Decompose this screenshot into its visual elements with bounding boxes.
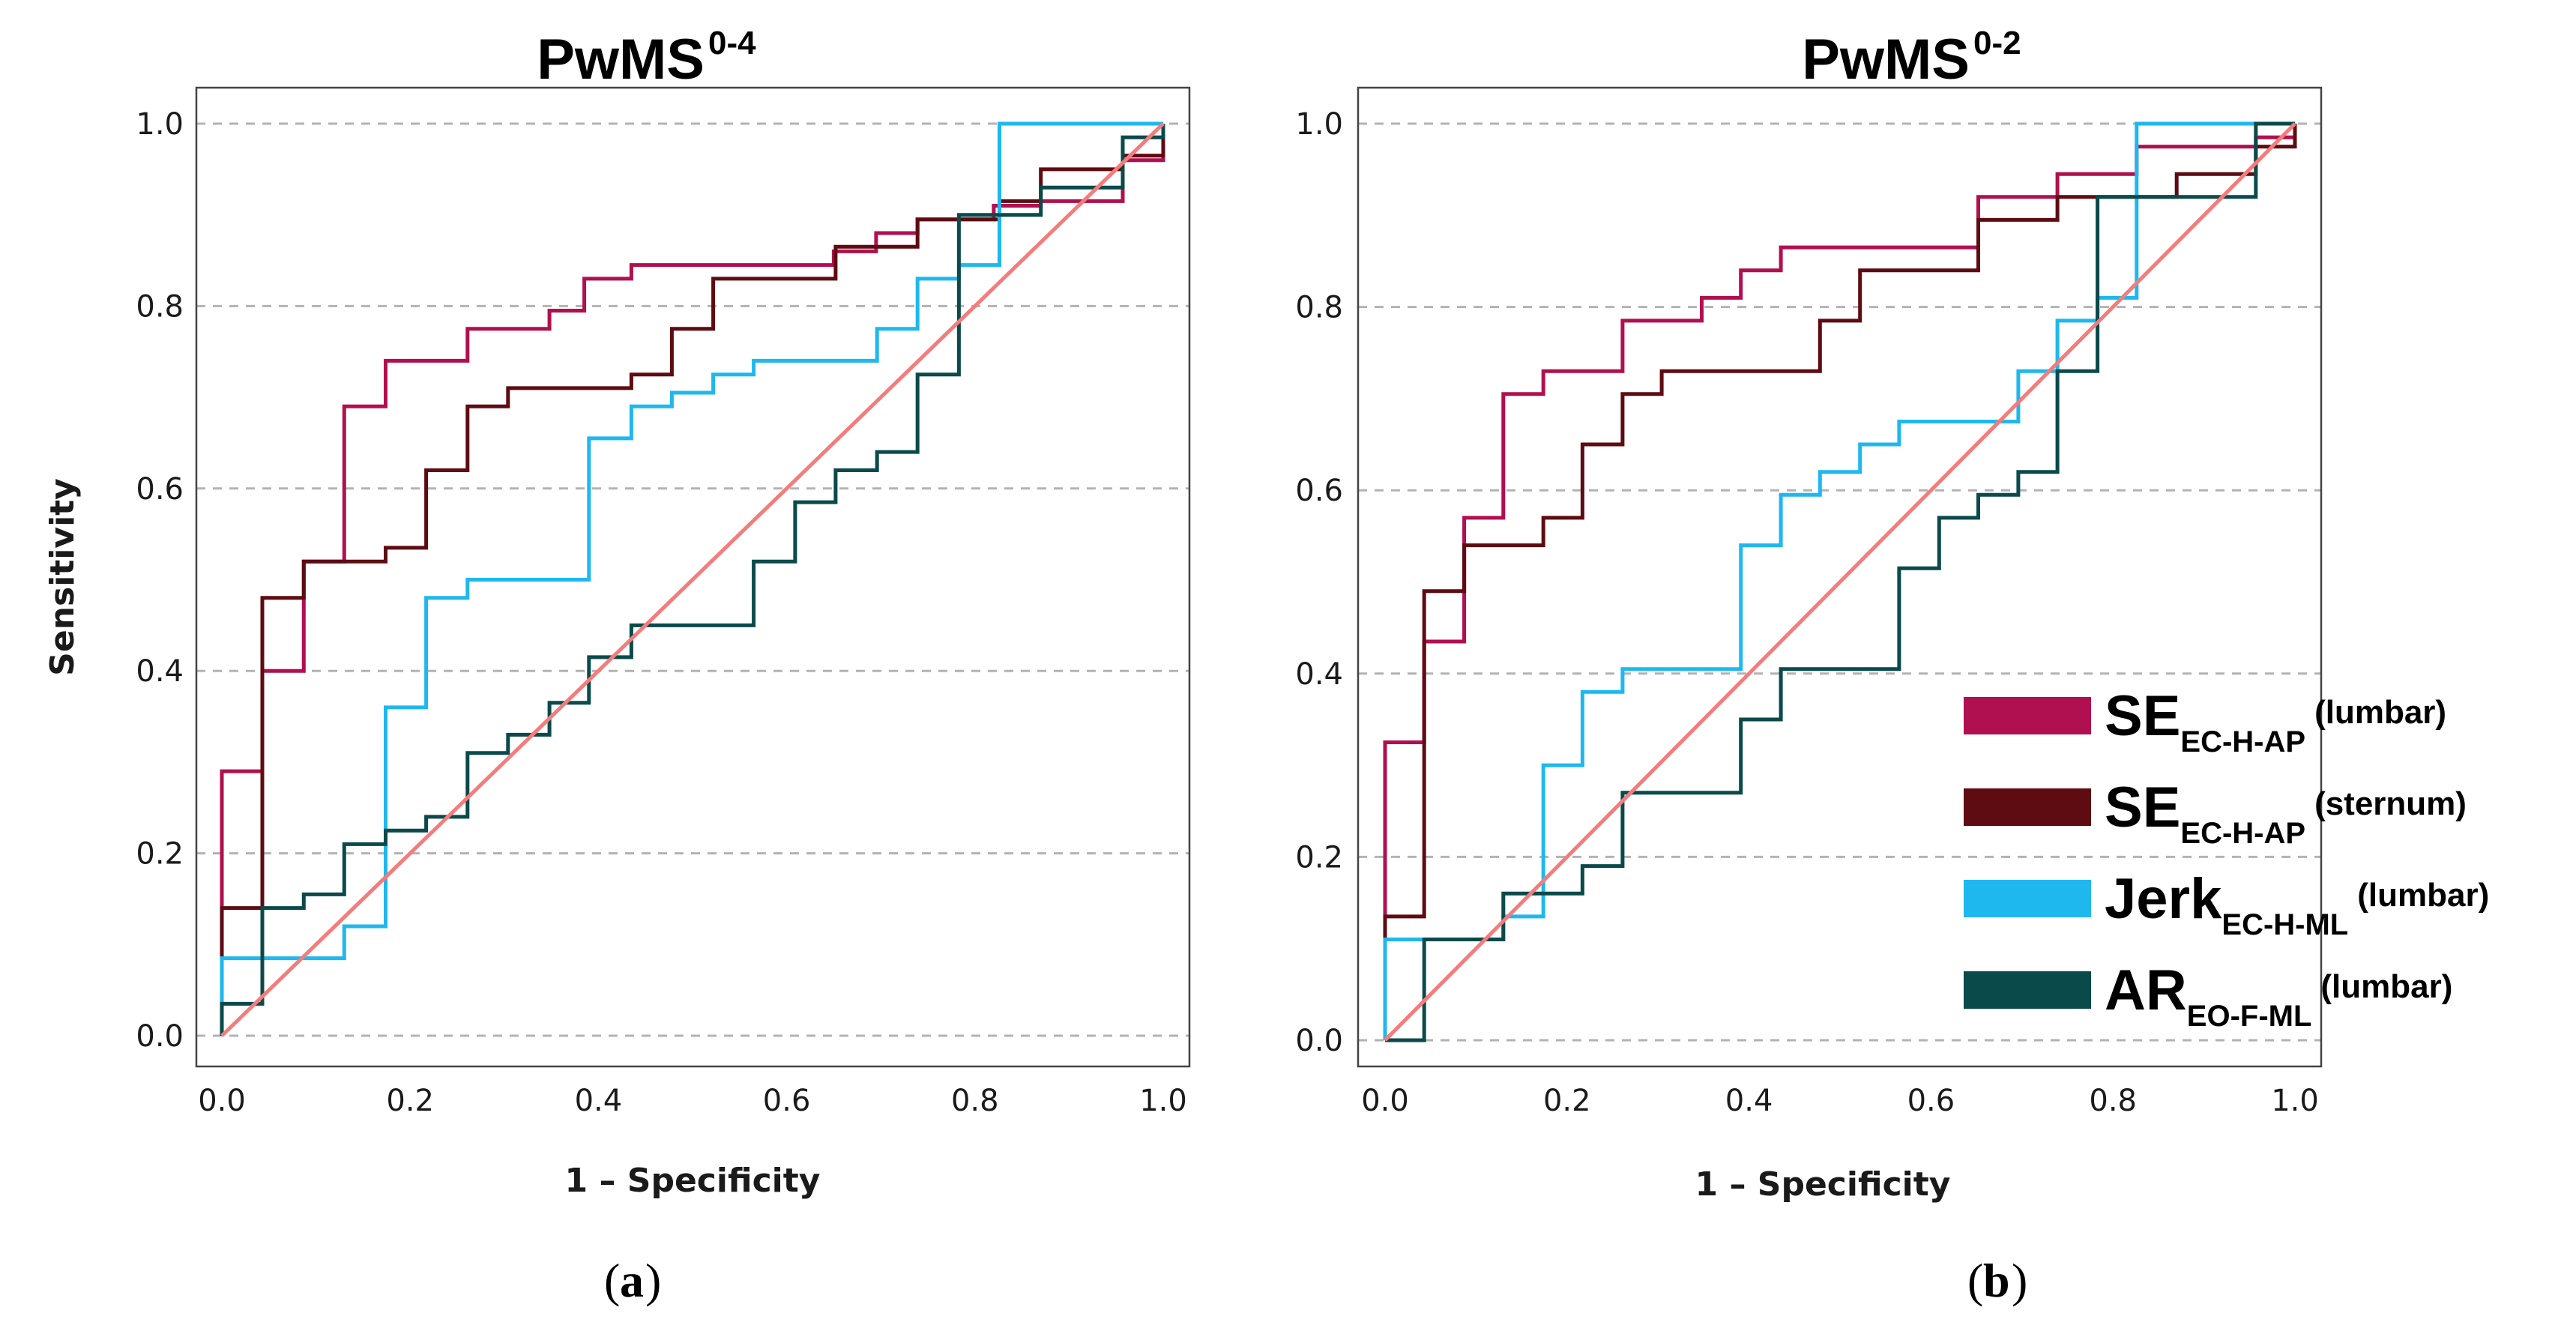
y-tick-label: 1.0 — [136, 107, 184, 142]
x-tick-label: 0.0 — [1361, 1084, 1409, 1118]
panel-a-title: PwMS — [537, 28, 705, 91]
svg-text:a: a — [620, 1254, 644, 1307]
roc-curve-jerk-ec-h-ml-lumbar- — [1383, 121, 2295, 1040]
x-tick-label: 0.8 — [951, 1084, 999, 1118]
y-tick-label: 0.0 — [136, 1019, 184, 1054]
panel-a-y-ticks: 0.0 0.2 0.4 0.6 0.8 1.0 — [136, 107, 184, 1054]
legend-label: AREO-F-ML(lumbar) — [2105, 959, 2452, 1033]
y-tick-label: 0.8 — [1295, 291, 1343, 325]
reference-diagonal-line — [220, 122, 1165, 1037]
panel-b: PwMS 0-2 0.0 0.2 0.4 0.6 0.8 1.0 0.0 0.2 0.4 0.6… — [1295, 25, 2489, 1307]
legend-label: SEEC-H-AP(lumbar) — [2105, 684, 2446, 758]
panel-a-y-axis-label: Sensitivity — [43, 478, 82, 676]
legend: SEEC-H-AP(lumbar) SEEC-H-AP(sternum) JerkE… — [1964, 684, 2489, 1033]
x-tick-label: 0.2 — [1543, 1084, 1591, 1118]
x-tick-label: 0.6 — [763, 1084, 811, 1118]
y-tick-label: 1.0 — [1295, 107, 1343, 142]
x-tick-label: 1.0 — [2271, 1084, 2319, 1118]
panel-a-label: ( a ) — [604, 1254, 661, 1307]
x-tick-label: 0.8 — [2089, 1084, 2137, 1118]
y-tick-label: 0.6 — [1295, 474, 1343, 508]
y-tick-label: 0.2 — [1295, 840, 1343, 875]
legend-item: SEEC-H-AP(sternum) — [1964, 776, 2467, 850]
reference-diagonal-line — [1384, 122, 2296, 1042]
legend-swatch — [1964, 788, 2091, 826]
panel-b-title-superscript: 0-2 — [1973, 25, 2021, 61]
panel-a-gridlines — [196, 122, 1189, 1037]
x-tick-label: 0.2 — [386, 1084, 434, 1118]
x-tick-label: 0.0 — [198, 1084, 246, 1118]
svg-text:b: b — [1983, 1254, 2010, 1307]
panel-a-title-superscript: 0-4 — [708, 25, 756, 61]
panel-b-x-ticks: 0.0 0.2 0.4 0.6 0.8 1.0 — [1361, 1084, 2319, 1118]
panel-a-x-ticks: 0.0 0.2 0.4 0.6 0.8 1.0 — [198, 1084, 1187, 1118]
legend-item: AREO-F-ML(lumbar) — [1964, 959, 2452, 1033]
panel-b-curves — [1383, 121, 2297, 1042]
svg-text:(: ( — [604, 1254, 620, 1307]
y-tick-label: 0.2 — [136, 837, 184, 872]
panel-b-label: ( b ) — [1967, 1254, 2027, 1307]
panel-a-x-axis-label: 1 – Specificity — [565, 1162, 821, 1200]
legend-label: JerkEC-H-ML(lumbar) — [2105, 867, 2489, 941]
svg-text:): ) — [2012, 1254, 2027, 1307]
y-tick-label: 0.4 — [1295, 657, 1343, 692]
panel-b-y-ticks: 0.0 0.2 0.4 0.6 0.8 1.0 — [1295, 107, 1343, 1058]
legend-item: SEEC-H-AP(lumbar) — [1964, 684, 2446, 758]
panel-b-plot-frame — [1357, 86, 2323, 1068]
x-tick-label: 0.6 — [1907, 1084, 1955, 1118]
roc-curve-se-ec-h-ap-sternum- — [220, 124, 1165, 1036]
legend-swatch — [1964, 880, 2091, 917]
legend-item: JerkEC-H-ML(lumbar) — [1964, 867, 2489, 941]
panel-b-x-axis-label: 1 – Specificity — [1695, 1165, 1951, 1204]
panel-a: PwMS 0-4 0.0 0.2 0.4 0.6 0.8 1.0 0.0 0.2 0.4 0.6… — [43, 25, 1191, 1307]
y-tick-label: 0.0 — [1295, 1024, 1343, 1058]
panel-b-title: PwMS — [1802, 28, 1970, 91]
svg-text:): ) — [645, 1254, 661, 1307]
x-tick-label: 0.4 — [575, 1084, 623, 1118]
y-tick-label: 0.4 — [136, 654, 184, 689]
legend-swatch — [1964, 971, 2091, 1009]
roc-curve-ar-eo-f-ml-lumbar- — [1385, 121, 2295, 1042]
panel-a-curves — [220, 121, 1165, 1037]
legend-label: SEEC-H-AP(sternum) — [2105, 776, 2467, 850]
x-tick-label: 1.0 — [1139, 1084, 1187, 1118]
roc-curve-se-ec-h-ap-sternum- — [1383, 124, 2297, 1040]
x-tick-label: 0.4 — [1725, 1084, 1773, 1118]
y-tick-label: 0.6 — [136, 472, 184, 507]
panel-b-gridlines — [1358, 122, 2321, 1042]
svg-text:(: ( — [1967, 1254, 1983, 1307]
y-tick-label: 0.8 — [136, 289, 184, 324]
legend-swatch — [1964, 697, 2091, 734]
panel-a-plot-frame — [195, 86, 1191, 1068]
